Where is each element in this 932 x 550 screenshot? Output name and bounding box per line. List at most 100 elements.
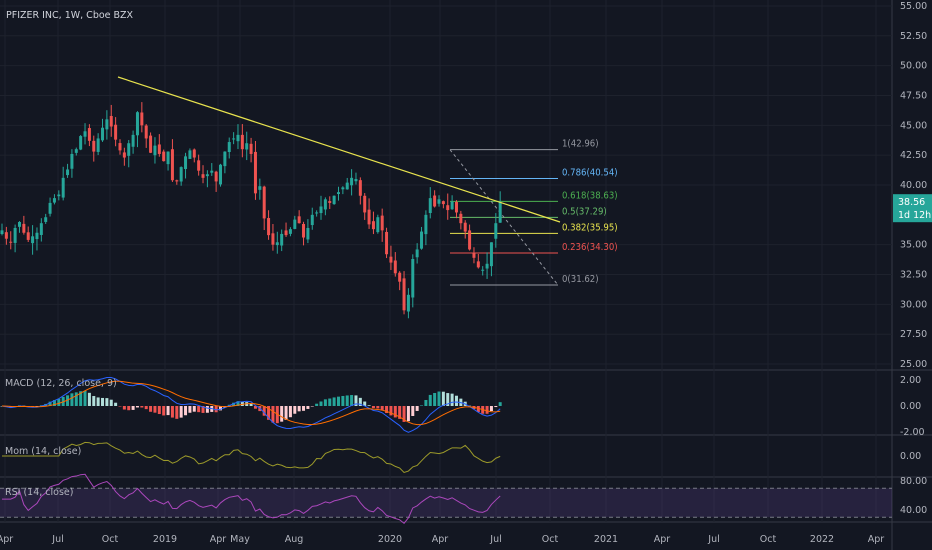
price-tick-label: 40.00: [900, 180, 927, 191]
macd-histogram-bar: [166, 406, 170, 416]
macd-histogram-bar: [135, 406, 139, 408]
macd-histogram-bar: [371, 406, 375, 409]
candle-body: [149, 135, 153, 153]
macd-histogram-bar: [122, 406, 126, 410]
macd-histogram-bar: [454, 395, 458, 406]
candle-body: [31, 236, 35, 244]
macd-histogram-bar: [70, 393, 74, 406]
macd-histogram-bar: [192, 406, 196, 412]
candle-body: [17, 222, 21, 227]
time-tick-label: 2022: [810, 534, 834, 545]
trendline-segment: [117, 76, 561, 223]
macd-histogram-bar: [140, 406, 144, 408]
candle-body: [459, 213, 463, 224]
macd-histogram-bar: [354, 395, 358, 406]
price-axis[interactable]: 55.00 52.50 50.00 47.50 45.00 42.50 40.00 35.00…: [893, 1, 932, 370]
candle-body: [245, 143, 249, 150]
candle-body: [323, 199, 327, 210]
fib-trend-line: [449, 149, 559, 286]
macd-histogram-bar: [345, 395, 349, 406]
candle-body: [498, 202, 502, 223]
candle-body: [0, 230, 4, 235]
candle-body: [271, 233, 275, 245]
candle-body: [363, 195, 367, 213]
candle-body: [153, 145, 157, 156]
macd-histogram-bar: [157, 406, 161, 415]
macd-histogram-bar: [131, 406, 135, 410]
last-price-badge: [893, 194, 932, 223]
candle-body: [48, 202, 52, 214]
candle-body: [275, 242, 279, 246]
macd-histogram-bar: [468, 405, 472, 407]
macd-histogram-bar: [201, 406, 205, 413]
candle-body: [249, 143, 253, 154]
macd-histogram-bar: [332, 397, 336, 406]
candle-body: [22, 223, 26, 233]
time-tick-label: Jul: [489, 534, 501, 545]
candle-body: [144, 125, 148, 139]
fib-level-label: 0(31.62): [562, 274, 599, 285]
macd-histogram-bar: [118, 406, 122, 407]
candle-body: [83, 131, 87, 137]
price-tick-label: 47.50: [900, 90, 927, 101]
candle-body: [310, 214, 314, 226]
candle-body: [162, 151, 166, 162]
macd-histogram-bar: [188, 406, 192, 413]
candle-body: [389, 256, 393, 263]
fib-level-label: 0.236(34.30): [562, 242, 618, 253]
macd-histogram-bar: [411, 406, 415, 416]
candle-body: [315, 212, 319, 214]
candle-body: [74, 149, 78, 153]
macd-histogram-bar: [284, 406, 288, 420]
macd-histogram-bar: [406, 406, 410, 422]
candle-body: [240, 134, 244, 150]
macd-histogram-bar: [393, 406, 397, 418]
macd-histogram-bar: [424, 399, 428, 406]
candle-body: [420, 231, 424, 249]
candle-body: [166, 151, 170, 165]
macd-histogram-bar: [96, 397, 100, 406]
price-tick-label: 30.00: [900, 299, 927, 310]
trendline[interactable]: [117, 76, 561, 223]
price-tick-label: 52.50: [900, 31, 927, 42]
candle-body: [157, 144, 161, 154]
candle-body: [70, 153, 74, 169]
macd-tick-label: 0.00: [900, 401, 921, 412]
candle-body: [446, 205, 450, 211]
candle-body: [306, 227, 310, 240]
macd-histogram-bar: [441, 391, 445, 406]
candle-body: [371, 221, 375, 230]
candle-body: [44, 217, 48, 222]
time-tick-label: Oct: [542, 534, 559, 545]
macd-histogram-bar: [315, 403, 319, 406]
candle-body: [280, 233, 284, 246]
fibonacci-retracement[interactable]: 1(42.96) 0.786(40.54) 0.618(38.63) 0.5(37.2…: [449, 139, 618, 286]
candle-body: [52, 198, 56, 203]
macd-line: [1, 377, 501, 433]
macd-tick-label: -2.00: [900, 427, 925, 438]
macd-histogram-bar: [262, 406, 266, 416]
candle-body: [205, 174, 209, 177]
candle-body: [293, 219, 297, 229]
macd-histogram-bar: [236, 401, 240, 406]
price-tick-label: 50.00: [900, 61, 927, 72]
time-tick-label: Jul: [51, 534, 63, 545]
macd-histogram-bar: [293, 406, 297, 414]
candle-body: [39, 223, 43, 235]
candlestick-series: [0, 102, 502, 319]
macd-histogram-bar: [205, 406, 209, 413]
candle-body: [385, 231, 389, 255]
macd-pane: 2.00 0.00 -2.00: [0, 375, 925, 438]
macd-histogram-bar: [358, 397, 362, 406]
candle-body: [297, 216, 301, 224]
time-tick-label: Apr: [432, 534, 449, 545]
rsi-label: RSI (14, close): [5, 487, 73, 498]
time-tick-label: 2021: [594, 534, 618, 545]
time-tick-label: Apr: [654, 534, 671, 545]
candle-body: [485, 263, 489, 269]
macd-histogram-bar: [144, 406, 148, 410]
momentum-line: [2, 441, 501, 474]
price-tick-label: 35.00: [900, 240, 927, 251]
time-axis[interactable]: Apr Jul Oct 2019 Apr May Aug 2020 Apr Jul Oct 2021 A…: [0, 534, 884, 545]
